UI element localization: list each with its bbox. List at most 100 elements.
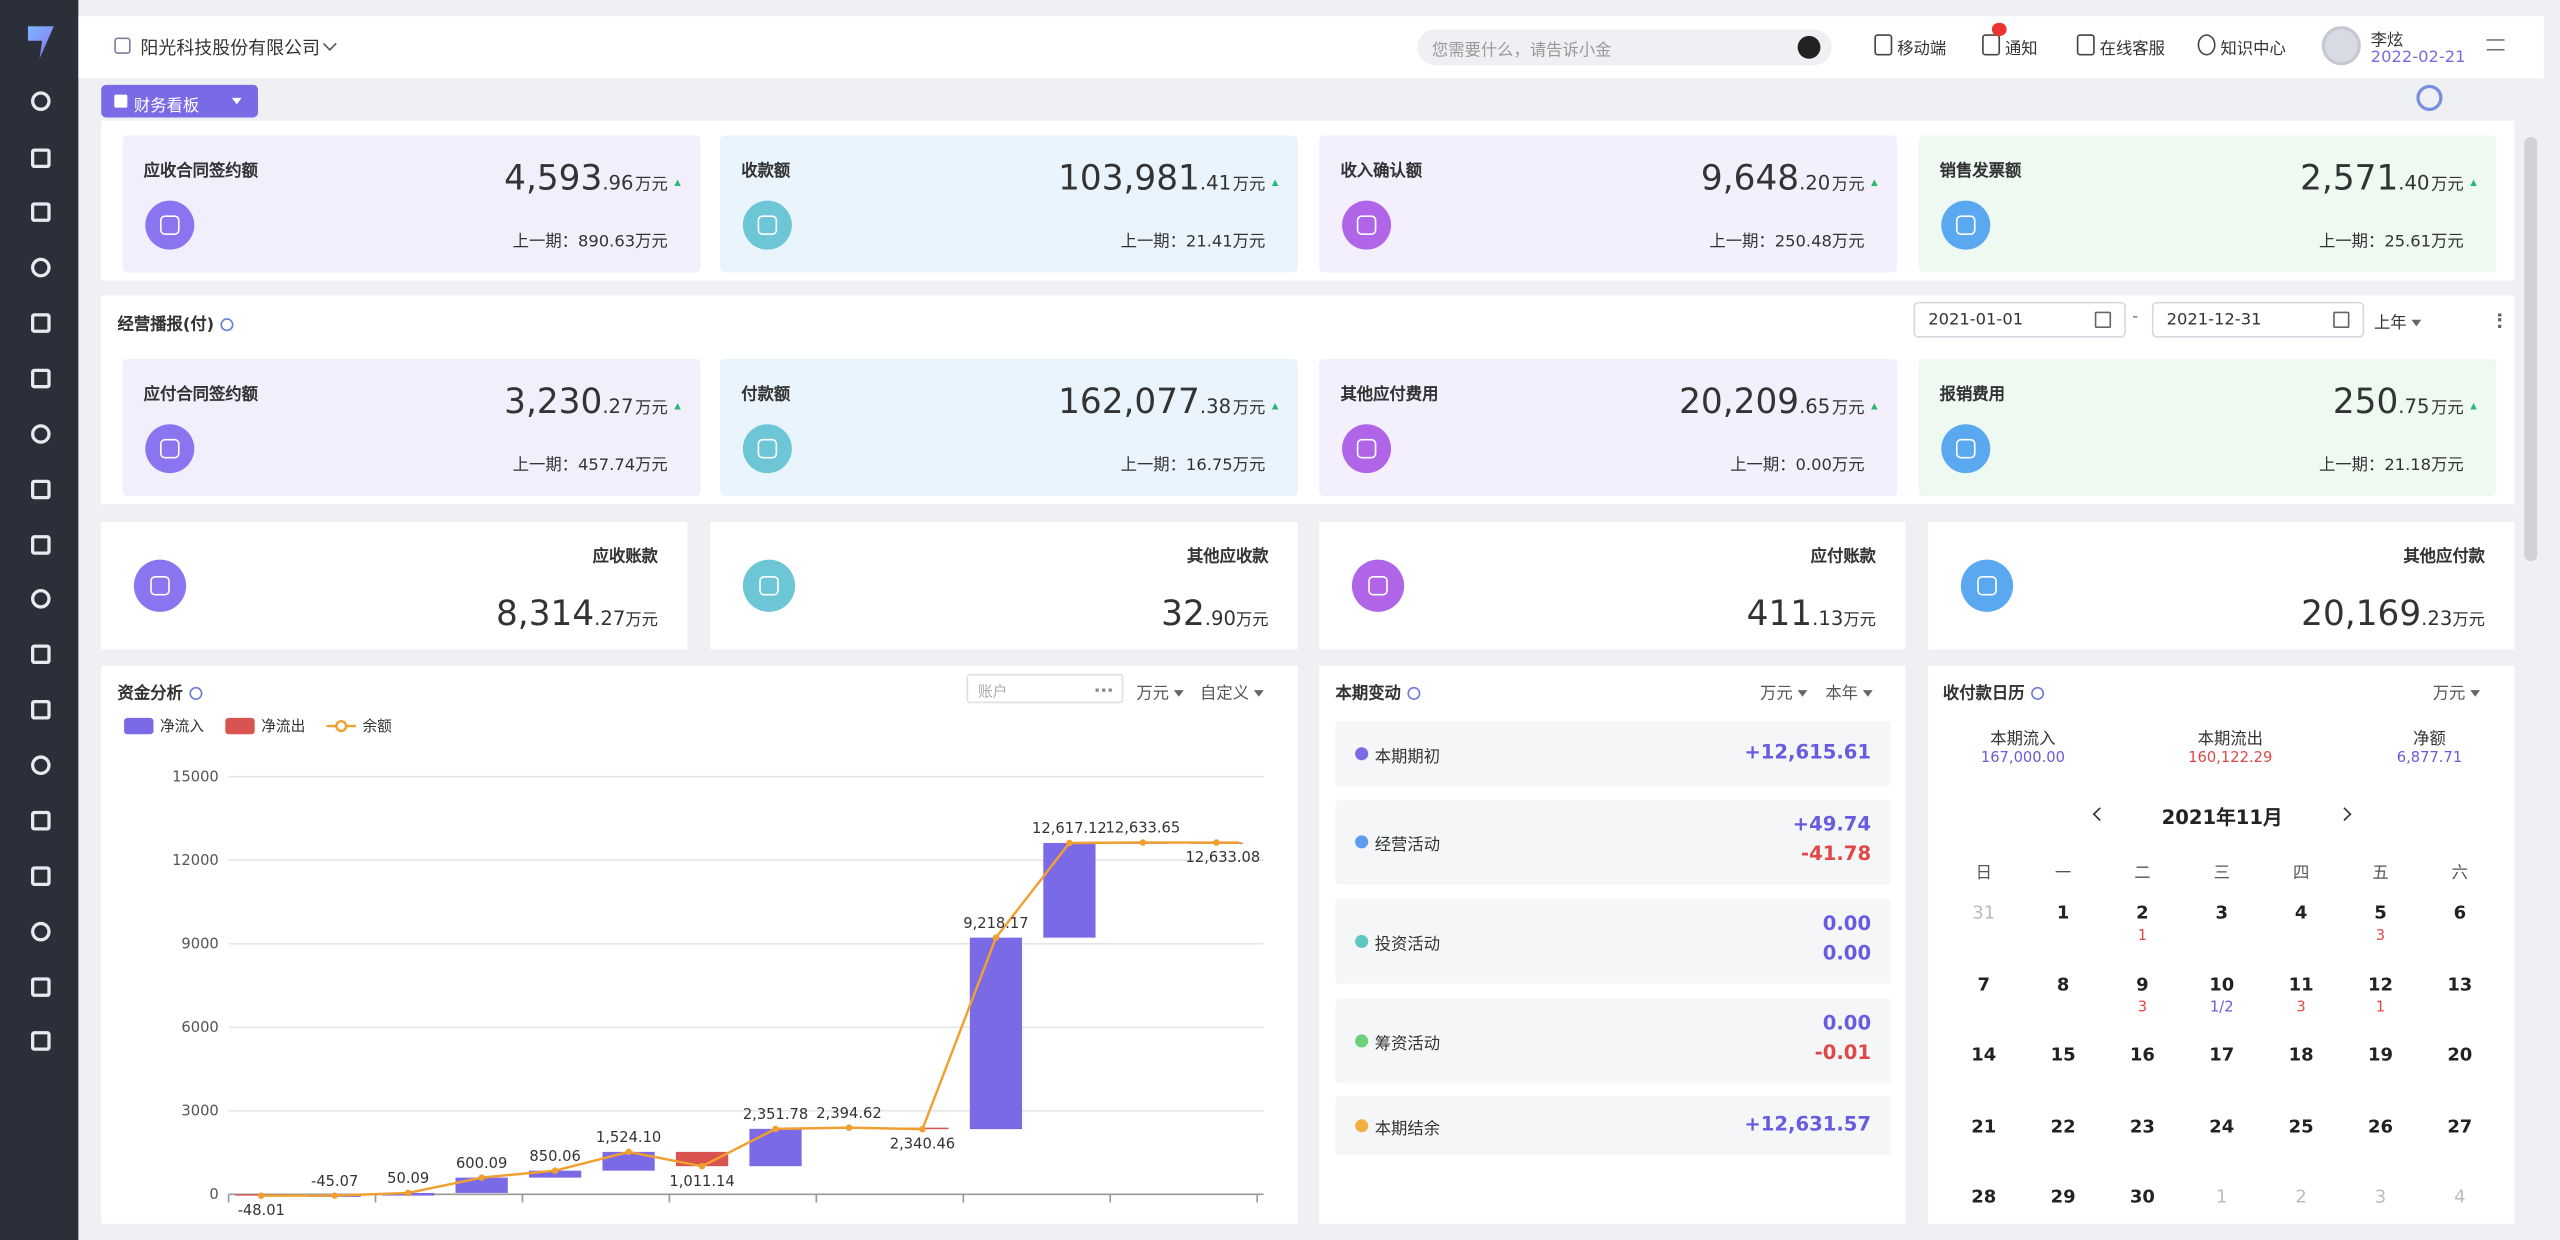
sidebar-icon[interactable] [31, 866, 51, 886]
calendar-day[interactable]: 25 [2277, 1115, 2326, 1136]
legend-swatch [124, 718, 153, 734]
sidebar-icon[interactable] [31, 148, 51, 168]
calendar-day[interactable]: 3 [2356, 1186, 2405, 1207]
calendar-day[interactable]: 16 [2118, 1044, 2167, 1065]
sidebar-icon[interactable] [31, 369, 51, 389]
calendar-day[interactable]: 23 [2118, 1115, 2167, 1136]
calendar-day[interactable]: 10 [2197, 973, 2246, 994]
calendar-day[interactable]: 5 [2356, 902, 2405, 923]
sidebar-icon[interactable] [31, 1031, 51, 1051]
caret [2411, 320, 2421, 327]
kpi-card[interactable]: 收款额103,981.41万元上一期：21.41万元 [720, 135, 1298, 272]
calendar-day[interactable]: 21 [1959, 1115, 2008, 1136]
calendar-day[interactable]: 1 [2197, 1186, 2246, 1207]
unit-select[interactable]: 万元 [1760, 679, 1807, 703]
kpi-card[interactable]: 其他应付费用20,209.65万元上一期：0.00万元 [1319, 359, 1897, 496]
sidebar-icon[interactable] [31, 977, 51, 997]
nav-link[interactable]: 知识中心 [2220, 34, 2285, 58]
kpi-value-dec: .41 [1200, 171, 1231, 194]
weekday: 一 [2039, 858, 2088, 882]
search-box[interactable]: 您需要什么，请告诉小金 [1417, 29, 1832, 65]
period-select[interactable]: 本年 [1825, 679, 1872, 703]
balance-point [919, 1126, 926, 1133]
prev-month[interactable] [2093, 807, 2107, 821]
kpi-card[interactable]: 应收合同签约额4,593.96万元上一期：890.63万元 [122, 135, 700, 272]
sidebar-icon[interactable] [31, 535, 51, 555]
kpi-card[interactable]: 付款额162,077.38万元上一期：16.75万元 [720, 359, 1298, 496]
calendar-day[interactable]: 2 [2277, 1186, 2326, 1207]
change-label: 筹资活动 [1375, 1030, 1440, 1054]
calendar-day[interactable]: 2 [2118, 902, 2167, 923]
date-input[interactable]: 2021-01-01 [1914, 302, 2126, 338]
switch-icon[interactable] [2487, 39, 2505, 50]
nav-link[interactable]: 在线客服 [2100, 34, 2165, 58]
company-name[interactable]: 阳光科技股份有限公司 [140, 34, 320, 60]
nav-link[interactable]: 通知 [2005, 34, 2038, 58]
settings-icon[interactable] [2416, 85, 2442, 111]
sidebar-icon[interactable] [31, 91, 51, 111]
calendar-day[interactable]: 7 [1959, 973, 2008, 994]
tab-icon [114, 95, 127, 108]
calendar-day[interactable]: 22 [2039, 1115, 2088, 1136]
change-row: 本期结余+12,631.57 [1336, 1096, 1891, 1155]
calendar-day[interactable]: 8 [2039, 973, 2088, 994]
sidebar-icon[interactable] [31, 424, 51, 444]
kpi-unit: 万元 [1832, 176, 1865, 194]
calendar-day[interactable]: 26 [2356, 1115, 2405, 1136]
kpi-card[interactable]: 销售发票额2,571.40万元上一期：25.61万元 [1918, 135, 2496, 272]
kpi-value-dec: .75 [2398, 395, 2429, 418]
sidebar-icon[interactable] [31, 700, 51, 720]
calendar-day[interactable]: 6 [2435, 902, 2484, 923]
more-menu[interactable] [2498, 313, 2501, 328]
calendar-day[interactable]: 1 [2039, 902, 2088, 923]
period-select[interactable]: 上年 [2374, 308, 2421, 332]
kpi-card[interactable]: 应付合同签约额3,230.27万元上一期：457.74万元 [122, 359, 700, 496]
balance-card[interactable]: 应收账款8,314.27万元 [101, 522, 687, 649]
kpi-card[interactable]: 报销费用250.75万元上一期：21.18万元 [1918, 359, 2496, 496]
calendar-day[interactable]: 20 [2435, 1044, 2484, 1065]
sidebar-icon[interactable] [31, 589, 51, 609]
calendar-day[interactable]: 9 [2118, 973, 2167, 994]
calendar-day[interactable]: 19 [2356, 1044, 2405, 1065]
sidebar-icon[interactable] [31, 644, 51, 664]
calendar-day[interactable]: 15 [2039, 1044, 2088, 1065]
sidebar-icon[interactable] [31, 202, 51, 222]
sidebar-icon[interactable] [31, 755, 51, 775]
calendar-day[interactable]: 3 [2197, 902, 2246, 923]
calendar-day[interactable]: 27 [2435, 1115, 2484, 1136]
calendar-day[interactable]: 4 [2435, 1186, 2484, 1207]
calendar-day[interactable]: 13 [2435, 973, 2484, 994]
balance-card[interactable]: 应付账款411.13万元 [1319, 522, 1905, 649]
unit-select[interactable]: 万元 [2433, 679, 2480, 703]
calendar-day[interactable]: 28 [1959, 1186, 2008, 1207]
weekday: 六 [2435, 858, 2484, 882]
sidebar-icon[interactable] [31, 258, 51, 278]
avatar[interactable] [2322, 26, 2361, 65]
balance-card[interactable]: 其他应付款20,169.23万元 [1928, 522, 2514, 649]
calendar-day[interactable]: 14 [1959, 1044, 2008, 1065]
calendar-day[interactable]: 11 [2277, 973, 2326, 994]
calendar-day[interactable]: 31 [1959, 902, 2008, 923]
balance-point [478, 1174, 485, 1181]
calendar-day[interactable]: 29 [2039, 1186, 2088, 1207]
calendar-day[interactable]: 4 [2277, 902, 2326, 923]
change-value: 0.00 [1823, 941, 1871, 964]
next-month[interactable] [2338, 807, 2352, 821]
kpi-label: 其他应付费用 [1340, 380, 1438, 404]
balance-card[interactable]: 其他应收款32.90万元 [710, 522, 1298, 649]
nav-link[interactable]: 移动端 [1897, 34, 1946, 58]
kpi-icon [1941, 424, 1990, 473]
date-input[interactable]: 2021-12-31 [2152, 302, 2364, 338]
sidebar-icon[interactable] [31, 922, 51, 942]
calendar-day[interactable]: 24 [2197, 1115, 2246, 1136]
sidebar-icon[interactable] [31, 313, 51, 333]
kpi-card[interactable]: 收入确认额9,648.20万元上一期：250.48万元 [1319, 135, 1897, 272]
calendar-day[interactable]: 18 [2277, 1044, 2326, 1065]
calendar-day[interactable]: 12 [2356, 973, 2405, 994]
sidebar-icon[interactable] [31, 480, 51, 500]
calendar-day[interactable]: 30 [2118, 1186, 2167, 1207]
tab-button[interactable]: 财务看板 [101, 85, 258, 118]
sidebar-icon[interactable] [31, 811, 51, 831]
calendar-day[interactable]: 17 [2197, 1044, 2246, 1065]
calendar-note: 3 [2356, 928, 2405, 944]
